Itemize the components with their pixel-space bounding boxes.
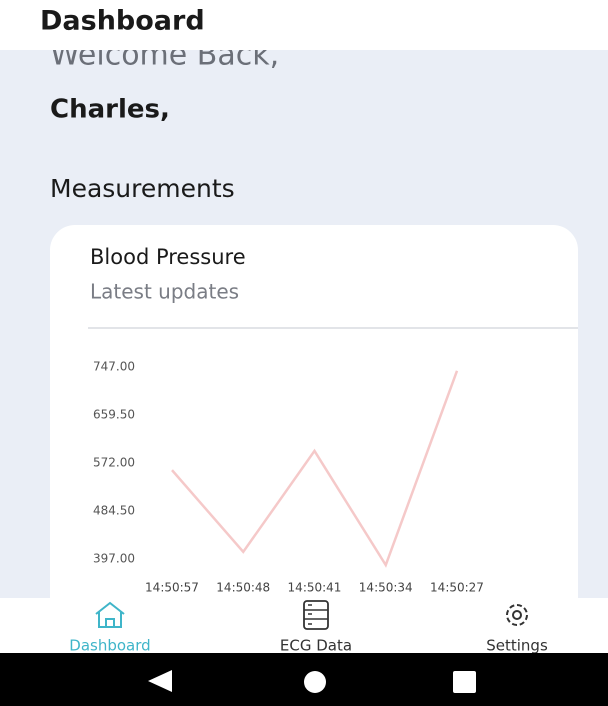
section-title: Measurements (50, 174, 235, 203)
card (50, 225, 578, 598)
x-tick-label: 14:50:27 (430, 581, 484, 595)
recents-button[interactable] (453, 671, 476, 693)
home-icon (95, 601, 125, 628)
gear-center (512, 610, 522, 620)
ecg-tab[interactable]: ECG Data (280, 600, 352, 655)
x-tick-label: 14:50:34 (359, 581, 413, 595)
app-bar (0, 0, 608, 50)
gear-icon (506, 604, 528, 626)
x-tick-label: 14:50:57 (145, 581, 199, 595)
settings-tab[interactable]: Settings (486, 604, 548, 655)
nav-label: ECG Data (280, 637, 352, 655)
system-bar (0, 653, 608, 706)
x-tick-label: 14:50:48 (216, 581, 270, 595)
ecg-icon (303, 600, 329, 630)
y-tick-label: 397.00 (93, 552, 135, 566)
x-tick-label: 14:50:41 (288, 581, 342, 595)
y-tick-label: 572.00 (93, 456, 135, 470)
dashboard-tab[interactable]: Dashboard (69, 601, 151, 655)
card-title: Blood Pressure (90, 245, 246, 269)
welcome-name: Charles, (50, 95, 170, 125)
y-tick-label: 747.00 (93, 360, 135, 374)
page-title: Dashboard (40, 6, 205, 37)
y-tick-label: 484.50 (93, 504, 135, 518)
y-tick-label: 659.50 (93, 408, 135, 422)
chart: 397.00 484.50 572.00 659.50 747.00 14:50:57 14… (93, 360, 484, 595)
nav-label: Settings (486, 637, 548, 655)
ecg-icon-lines (304, 604, 328, 625)
card-subtitle: Latest updates (90, 280, 239, 304)
line (171, 370, 459, 568)
home-button[interactable] (304, 671, 326, 693)
back-button[interactable] (148, 670, 172, 692)
nav-label: Dashboard (69, 637, 150, 655)
